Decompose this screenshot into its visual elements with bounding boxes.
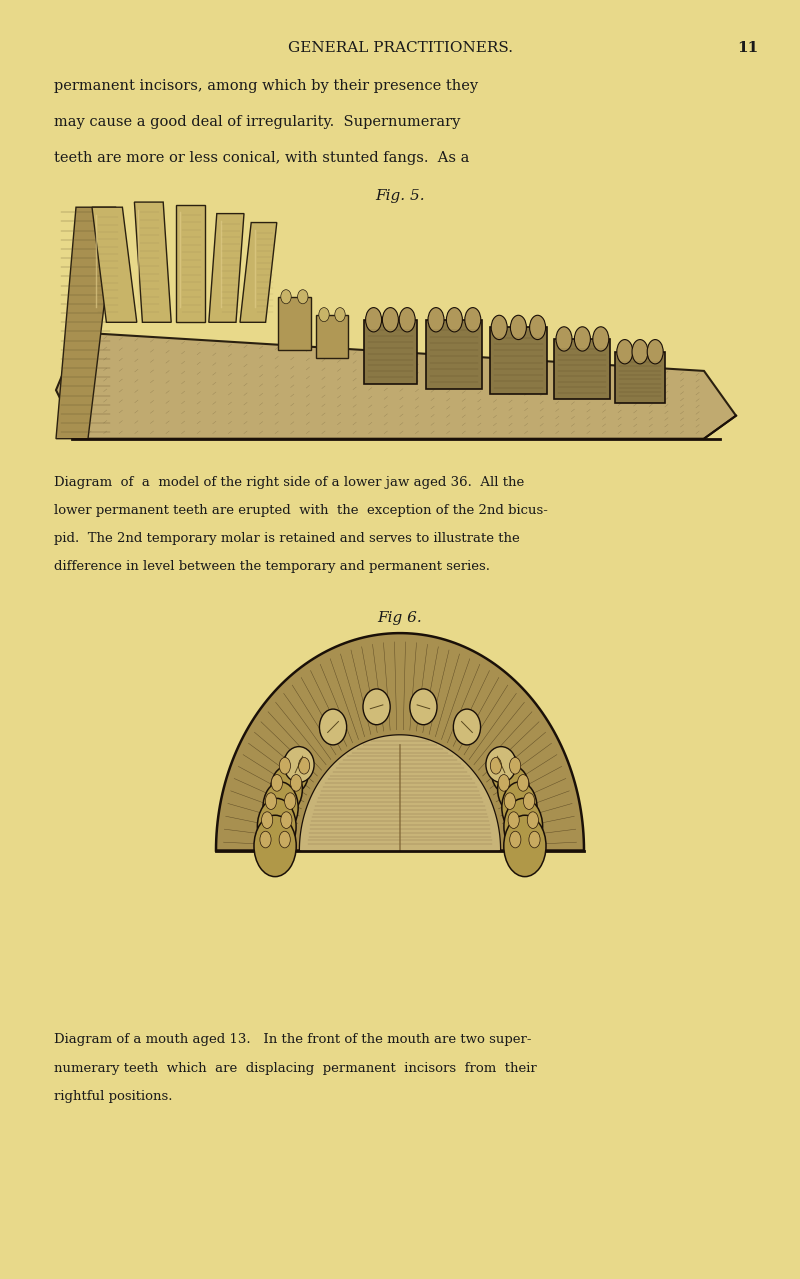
Ellipse shape: [335, 308, 346, 322]
Ellipse shape: [465, 308, 481, 331]
Polygon shape: [134, 202, 171, 322]
Ellipse shape: [262, 812, 273, 829]
Ellipse shape: [491, 752, 519, 793]
Polygon shape: [209, 214, 244, 322]
Ellipse shape: [617, 339, 633, 363]
Ellipse shape: [279, 757, 290, 774]
Text: numerary teeth  which  are  displacing  permanent  incisors  from  their: numerary teeth which are displacing perm…: [54, 1062, 537, 1074]
Text: 11: 11: [738, 41, 758, 55]
Ellipse shape: [258, 798, 296, 854]
Text: Fig. 5.: Fig. 5.: [375, 189, 425, 203]
Ellipse shape: [281, 752, 309, 793]
Ellipse shape: [284, 747, 314, 783]
Text: permanent incisors, among which by their presence they: permanent incisors, among which by their…: [54, 79, 478, 93]
Ellipse shape: [281, 290, 291, 303]
Ellipse shape: [529, 831, 540, 848]
Ellipse shape: [298, 757, 310, 774]
Text: Fig 6.: Fig 6.: [378, 611, 422, 625]
Polygon shape: [216, 633, 584, 851]
Polygon shape: [364, 320, 417, 384]
Ellipse shape: [593, 327, 609, 352]
Ellipse shape: [510, 316, 526, 339]
Ellipse shape: [527, 812, 538, 829]
Ellipse shape: [271, 775, 282, 792]
Polygon shape: [316, 315, 348, 358]
Ellipse shape: [454, 709, 481, 744]
Ellipse shape: [446, 308, 462, 331]
Ellipse shape: [504, 798, 542, 854]
Polygon shape: [240, 223, 277, 322]
Polygon shape: [490, 327, 547, 394]
Text: may cause a good deal of irregularity.  Supernumerary: may cause a good deal of irregularity. S…: [54, 115, 461, 129]
Ellipse shape: [318, 308, 330, 322]
Ellipse shape: [556, 327, 572, 352]
Ellipse shape: [490, 757, 502, 774]
Ellipse shape: [285, 793, 296, 810]
Polygon shape: [426, 320, 482, 389]
Ellipse shape: [270, 766, 302, 812]
Ellipse shape: [254, 815, 296, 876]
Ellipse shape: [382, 308, 398, 331]
Ellipse shape: [428, 308, 444, 331]
Ellipse shape: [266, 793, 277, 810]
Polygon shape: [56, 207, 116, 439]
Polygon shape: [300, 735, 500, 851]
Ellipse shape: [498, 775, 510, 792]
Ellipse shape: [399, 308, 415, 331]
Ellipse shape: [366, 308, 382, 331]
Ellipse shape: [486, 747, 516, 783]
Ellipse shape: [523, 793, 534, 810]
Ellipse shape: [498, 766, 530, 812]
Ellipse shape: [530, 316, 546, 339]
Ellipse shape: [510, 757, 521, 774]
Text: difference in level between the temporary and permanent series.: difference in level between the temporar…: [54, 560, 490, 573]
Polygon shape: [176, 205, 205, 322]
Ellipse shape: [290, 775, 302, 792]
Text: teeth are more or less conical, with stunted fangs.  As a: teeth are more or less conical, with stu…: [54, 151, 470, 165]
Polygon shape: [554, 339, 610, 399]
Ellipse shape: [518, 775, 529, 792]
Text: GENERAL PRACTITIONERS.: GENERAL PRACTITIONERS.: [287, 41, 513, 55]
Ellipse shape: [647, 339, 663, 363]
Polygon shape: [278, 297, 311, 350]
Ellipse shape: [363, 689, 390, 725]
Ellipse shape: [502, 781, 537, 833]
Ellipse shape: [632, 339, 648, 363]
Ellipse shape: [263, 781, 298, 833]
Text: Diagram  of  a  model of the right side of a lower jaw aged 36.  All the: Diagram of a model of the right side of …: [54, 476, 525, 489]
Ellipse shape: [510, 831, 521, 848]
Ellipse shape: [574, 327, 590, 352]
Ellipse shape: [504, 815, 546, 876]
Ellipse shape: [260, 831, 271, 848]
Text: lower permanent teeth are erupted  with  the  exception of the 2nd bicus-: lower permanent teeth are erupted with t…: [54, 504, 548, 517]
Ellipse shape: [504, 793, 515, 810]
Ellipse shape: [298, 290, 308, 303]
Text: Diagram of a mouth aged 13.   In the front of the mouth are two super-: Diagram of a mouth aged 13. In the front…: [54, 1033, 532, 1046]
Ellipse shape: [319, 709, 346, 744]
Polygon shape: [56, 333, 736, 439]
Polygon shape: [92, 207, 137, 322]
Ellipse shape: [279, 831, 290, 848]
Ellipse shape: [491, 316, 507, 339]
Ellipse shape: [508, 812, 519, 829]
Text: pid.  The 2nd temporary molar is retained and serves to illustrate the: pid. The 2nd temporary molar is retained…: [54, 532, 520, 545]
Text: rightful positions.: rightful positions.: [54, 1090, 173, 1102]
Polygon shape: [615, 352, 665, 403]
Ellipse shape: [410, 689, 437, 725]
Ellipse shape: [281, 812, 292, 829]
